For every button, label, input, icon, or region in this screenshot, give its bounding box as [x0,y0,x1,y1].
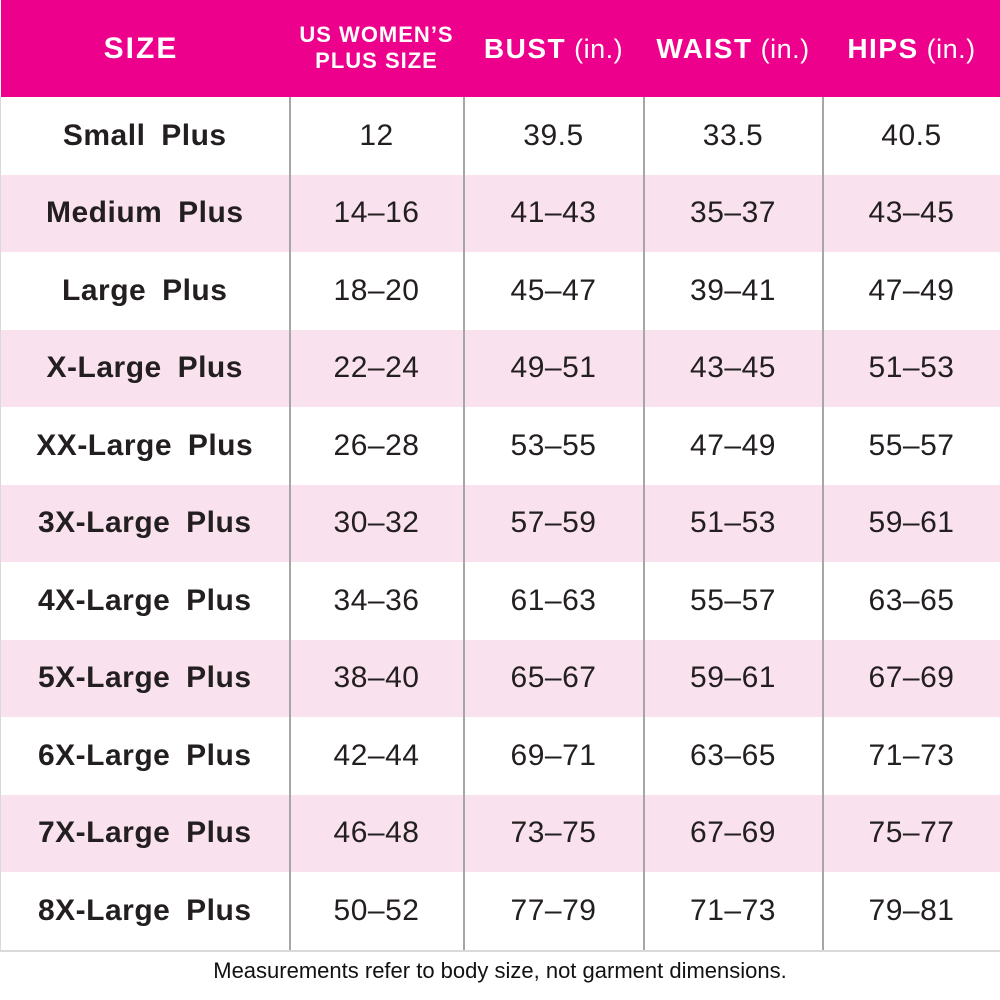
cell-hips: 63–65 [821,562,1000,640]
table-row: Medium Plus 14–16 41–43 35–37 43–45 [0,174,1000,252]
cell-us-plus-size: 38–40 [288,639,464,717]
cell-waist: 35–37 [642,174,823,252]
table-row: 6X-Large Plus 42–44 69–71 63–65 71–73 [0,717,1000,795]
cell-size: Medium Plus [0,174,290,252]
column-header-size: SIZE [0,0,290,97]
cell-us-plus-size: 42–44 [288,717,464,795]
cell-us-plus-size: 18–20 [288,252,464,330]
table-header: SIZE US WOMEN’S PLUS SIZE BUST (in.) WAIS… [0,0,1000,97]
cell-hips: 79–81 [821,872,1000,952]
size-chart-table: SIZE US WOMEN’S PLUS SIZE BUST (in.) WAIS… [0,0,1000,952]
cell-hips: 59–61 [821,484,1000,562]
cell-us-plus-size: 14–16 [288,174,464,252]
column-header-hips: HIPS (in.) [822,0,1000,97]
table-row: XX-Large Plus 26–28 53–55 47–49 55–57 [0,407,1000,485]
column-header-hips-unit: (in.) [926,33,976,64]
cell-bust: 39.5 [462,97,644,175]
column-header-waist-label: WAIST [656,32,753,64]
cell-bust: 45–47 [462,252,644,330]
cell-waist: 55–57 [642,562,823,640]
table-body: Small Plus 12 39.5 33.5 40.5 Medium Plus 14–16… [0,97,1000,952]
cell-waist: 47–49 [642,407,823,485]
table-row: Small Plus 12 39.5 33.5 40.5 [0,97,1000,175]
cell-hips: 55–57 [821,407,1000,485]
cell-us-plus-size: 30–32 [288,484,464,562]
table-row: 8X-Large Plus 50–52 77–79 71–73 79–81 [0,872,1000,952]
cell-waist: 67–69 [642,794,823,872]
cell-hips: 67–69 [821,639,1000,717]
table-row: 4X-Large Plus 34–36 61–63 55–57 63–65 [0,562,1000,640]
column-header-us-plus-size-label: US WOMEN’S PLUS SIZE [299,21,454,74]
cell-bust: 73–75 [462,794,644,872]
cell-bust: 41–43 [462,174,644,252]
column-header-waist: WAIST (in.) [643,0,823,97]
table-row: X-Large Plus 22–24 49–51 43–45 51–53 [0,329,1000,407]
cell-hips: 40.5 [821,97,1000,175]
cell-us-plus-size: 34–36 [288,562,464,640]
cell-bust: 49–51 [462,329,644,407]
cell-us-plus-size: 50–52 [288,872,464,952]
cell-bust: 69–71 [462,717,644,795]
cell-hips: 47–49 [821,252,1000,330]
cell-bust: 57–59 [462,484,644,562]
cell-hips: 51–53 [821,329,1000,407]
table-row: Large Plus 18–20 45–47 39–41 47–49 [0,252,1000,330]
cell-waist: 71–73 [642,872,823,952]
table-row: 3X-Large Plus 30–32 57–59 51–53 59–61 [0,484,1000,562]
cell-waist: 43–45 [642,329,823,407]
column-header-bust: BUST (in.) [463,0,644,97]
cell-waist: 63–65 [642,717,823,795]
cell-waist: 39–41 [642,252,823,330]
measurement-footnote: Measurements refer to body size, not gar… [213,957,787,983]
column-header-us-plus-size: US WOMEN’S PLUS SIZE [289,0,464,97]
cell-us-plus-size: 46–48 [288,794,464,872]
cell-us-plus-size: 22–24 [288,329,464,407]
cell-us-plus-size: 26–28 [288,407,464,485]
cell-waist: 33.5 [642,97,823,175]
header-row: SIZE US WOMEN’S PLUS SIZE BUST (in.) WAIS… [0,0,1000,97]
cell-hips: 75–77 [821,794,1000,872]
table-row: 7X-Large Plus 46–48 73–75 67–69 75–77 [0,794,1000,872]
cell-waist: 51–53 [642,484,823,562]
cell-size: Small Plus [0,97,290,175]
cell-bust: 65–67 [462,639,644,717]
cell-size: 5X-Large Plus [0,639,290,717]
table-row: 5X-Large Plus 38–40 65–67 59–61 67–69 [0,639,1000,717]
column-header-bust-unit: (in.) [574,33,624,64]
cell-size: X-Large Plus [0,329,290,407]
cell-hips: 43–45 [821,174,1000,252]
cell-size: Large Plus [0,252,290,330]
cell-hips: 71–73 [821,717,1000,795]
cell-size: 7X-Large Plus [0,794,290,872]
column-header-bust-label: BUST [483,32,567,64]
cell-size: XX-Large Plus [0,407,290,485]
cell-size: 4X-Large Plus [0,562,290,640]
cell-bust: 53–55 [462,407,644,485]
column-header-size-label: SIZE [103,31,179,65]
cell-size: 6X-Large Plus [0,717,290,795]
cell-bust: 61–63 [462,562,644,640]
column-header-hips-label: HIPS [847,32,919,64]
cell-size: 8X-Large Plus [0,872,290,952]
cell-us-plus-size: 12 [288,97,464,175]
column-header-waist-unit: (in.) [760,33,810,64]
cell-waist: 59–61 [642,639,823,717]
cell-size: 3X-Large Plus [0,484,290,562]
cell-bust: 77–79 [462,872,644,952]
